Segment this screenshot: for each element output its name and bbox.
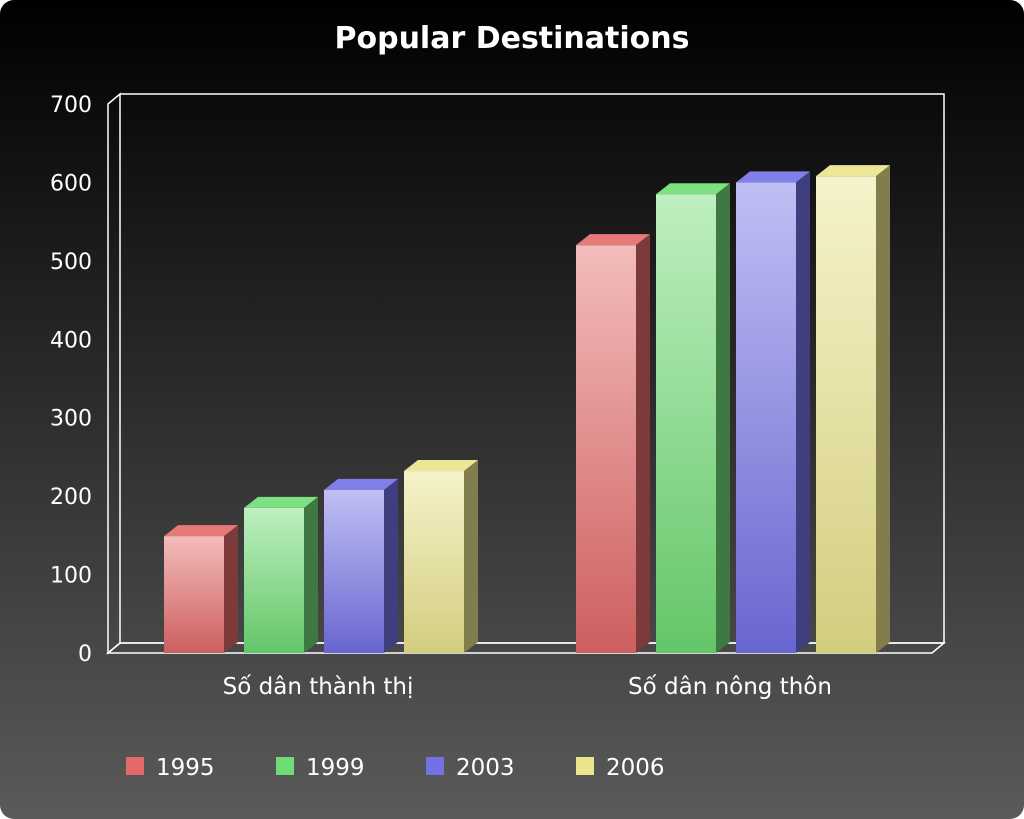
bar-side xyxy=(716,183,730,653)
bar-front xyxy=(244,507,304,653)
bar-top xyxy=(576,234,650,246)
x-tick-label: Số dân nông thôn xyxy=(628,674,832,700)
bar-front xyxy=(656,194,716,653)
bar-front xyxy=(736,182,796,653)
bar xyxy=(736,171,810,653)
bar xyxy=(324,478,398,653)
bar-top xyxy=(164,525,238,537)
bar-top xyxy=(324,478,398,490)
bar-side xyxy=(464,460,478,653)
legend-swatch xyxy=(576,757,594,775)
bar-front xyxy=(816,176,876,653)
legend-label: 1995 xyxy=(156,755,215,781)
legend-item: 2006 xyxy=(576,755,665,781)
y-tick-label: 300 xyxy=(50,407,92,432)
legend-item: 2003 xyxy=(426,755,515,781)
y-tick-label: 600 xyxy=(50,171,92,196)
bar-top xyxy=(244,496,318,508)
y-axis: 0 100 200 300 400 500 600 700 xyxy=(50,93,92,667)
legend-swatch xyxy=(426,757,444,775)
y-tick-label: 100 xyxy=(50,564,92,589)
bar-front xyxy=(404,471,464,653)
bar xyxy=(656,183,730,653)
bar-side xyxy=(304,496,318,653)
y-tick-label: 400 xyxy=(50,328,92,353)
legend-item: 1995 xyxy=(126,755,215,781)
bar-side xyxy=(636,234,650,653)
legend: 1995 1999 2003 2006 xyxy=(126,755,665,781)
chart-title: Popular Destinations xyxy=(335,21,690,56)
bar-front xyxy=(164,536,224,653)
bar-top xyxy=(736,171,810,183)
legend-label: 2006 xyxy=(606,755,665,781)
y-tick-label: 0 xyxy=(78,642,92,667)
x-tick-label: Số dân thành thị xyxy=(223,674,414,700)
x-axis: Số dân thành thị Số dân nông thôn xyxy=(223,674,832,700)
bar-side xyxy=(224,525,238,653)
y-tick-label: 700 xyxy=(50,93,92,118)
legend-label: 2003 xyxy=(456,755,515,781)
bar-side xyxy=(796,171,810,653)
bar-side xyxy=(384,478,398,653)
bar xyxy=(164,525,238,653)
bar xyxy=(816,165,890,653)
y-tick-label: 200 xyxy=(50,485,92,510)
bar-top xyxy=(404,460,478,472)
bar-top xyxy=(816,165,890,177)
y-tick-label: 500 xyxy=(50,250,92,275)
legend-swatch xyxy=(276,757,294,775)
bar xyxy=(576,234,650,653)
legend-label: 1999 xyxy=(306,755,365,781)
bar xyxy=(244,496,318,653)
bar xyxy=(404,460,478,653)
legend-swatch xyxy=(126,757,144,775)
bar-top xyxy=(656,183,730,195)
legend-item: 1999 xyxy=(276,755,365,781)
bar-front xyxy=(324,489,384,653)
bar-side xyxy=(876,165,890,653)
bar-front xyxy=(576,245,636,653)
bars xyxy=(164,165,890,653)
